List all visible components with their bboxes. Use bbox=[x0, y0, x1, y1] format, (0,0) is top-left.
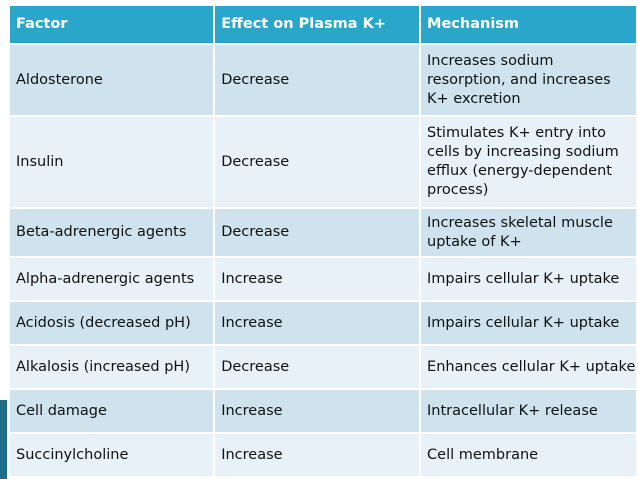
mechanism-cell: Intracellular K+ release bbox=[421, 390, 636, 432]
table-row: Beta-adrenergic agents Decrease Increase… bbox=[10, 209, 636, 256]
table-row: Acidosis (decreased pH) Increase Impairs… bbox=[10, 302, 636, 344]
table-row: Alkalosis (increased pH) Decrease Enhanc… bbox=[10, 346, 636, 388]
effect-cell: Decrease bbox=[215, 346, 420, 388]
factor-cell: Alkalosis (increased pH) bbox=[10, 346, 214, 388]
table-row: Alpha-adrenergic agents Increase Impairs… bbox=[10, 258, 636, 300]
header-mechanism: Mechanism bbox=[421, 6, 636, 43]
mechanism-cell: Cell membrane bbox=[421, 434, 636, 476]
header-effect: Effect on Plasma K+ bbox=[215, 6, 420, 43]
table-header-row: Factor Effect on Plasma K+ Mechanism bbox=[10, 6, 636, 43]
effect-cell: Increase bbox=[215, 258, 420, 300]
effect-cell: Decrease bbox=[215, 45, 420, 115]
factor-cell: Aldosterone bbox=[10, 45, 214, 115]
mechanism-cell: Increases skeletal muscle uptake of K+ bbox=[421, 209, 636, 256]
factor-cell: Insulin bbox=[10, 117, 214, 207]
mechanism-cell: Increases sodium resorption, and increas… bbox=[421, 45, 636, 115]
table-row: Insulin Decrease Stimulates K+ entry int… bbox=[10, 117, 636, 207]
effect-cell: Decrease bbox=[215, 117, 420, 207]
mechanism-cell: Stimulates K+ entry into cells by increa… bbox=[421, 117, 636, 207]
factor-cell: Succinylcholine bbox=[10, 434, 214, 476]
factor-cell: Cell damage bbox=[10, 390, 214, 432]
effect-cell: Decrease bbox=[215, 209, 420, 256]
mechanism-cell: Impairs cellular K+ uptake bbox=[421, 302, 636, 344]
table-row: Cell damage Increase Intracellular K+ re… bbox=[10, 390, 636, 432]
table-row: Aldosterone Decrease Increases sodium re… bbox=[10, 45, 636, 115]
header-factor: Factor bbox=[10, 6, 214, 43]
factor-cell: Alpha-adrenergic agents bbox=[10, 258, 214, 300]
slide-accent-bar bbox=[0, 400, 7, 479]
effect-cell: Increase bbox=[215, 434, 420, 476]
factor-cell: Beta-adrenergic agents bbox=[10, 209, 214, 256]
effect-cell: Increase bbox=[215, 302, 420, 344]
table-row: Succinylcholine Increase Cell membrane bbox=[10, 434, 636, 476]
effect-cell: Increase bbox=[215, 390, 420, 432]
mechanism-cell: Impairs cellular K+ uptake bbox=[421, 258, 636, 300]
mechanism-cell: Enhances cellular K+ uptake bbox=[421, 346, 636, 388]
potassium-factors-table: Factor Effect on Plasma K+ Mechanism Ald… bbox=[8, 4, 638, 478]
factor-cell: Acidosis (decreased pH) bbox=[10, 302, 214, 344]
